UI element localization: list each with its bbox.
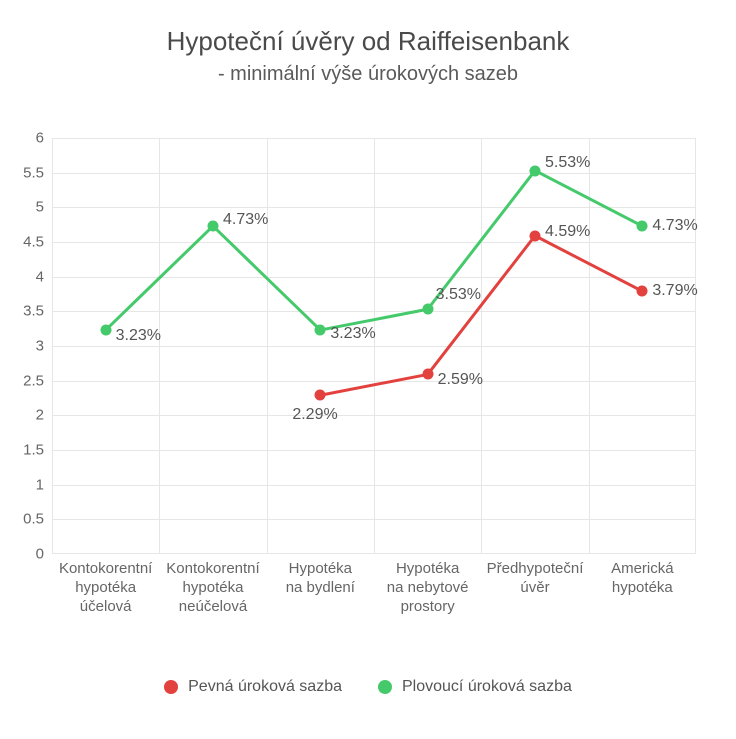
legend-swatch — [378, 680, 392, 694]
data-marker — [637, 286, 648, 297]
legend-label: Pevná úroková sazba — [188, 678, 342, 696]
legend: Pevná úroková sazba Plovoucí úroková sazb… — [0, 678, 736, 699]
chart-title: Hypoteční úvěry od Raiffeisenbank — [0, 0, 736, 57]
data-marker — [530, 165, 541, 176]
chart-subtitle: - minimální výše úrokových sazeb — [0, 57, 736, 86]
y-tick-label: 2.5 — [23, 372, 52, 389]
point-label: 3.23% — [116, 327, 161, 345]
point-label: 3.79% — [652, 282, 697, 300]
data-marker — [100, 325, 111, 336]
x-tick-label: Hypotékana bydlení — [265, 554, 375, 598]
point-label: 5.53% — [545, 154, 590, 172]
x-tick-label: Předhypotečníúvěr — [480, 554, 590, 598]
y-tick-label: 4 — [36, 268, 52, 285]
data-marker — [422, 304, 433, 315]
x-tick-label: Kontokorentníhypotékaúčelová — [51, 554, 161, 616]
legend-swatch — [164, 680, 178, 694]
data-marker — [637, 221, 648, 232]
x-tick-label: Americkáhypotéka — [587, 554, 697, 598]
data-marker — [315, 390, 326, 401]
y-tick-label: 0.5 — [23, 511, 52, 528]
chart-container: Hypoteční úvěry od Raiffeisenbank - mini… — [0, 0, 736, 739]
gridline-v — [481, 138, 482, 554]
y-tick-label: 0 — [36, 546, 52, 563]
legend-item: Pevná úroková sazba — [164, 678, 342, 696]
x-tick-label: Kontokorentníhypotékaneúčelová — [158, 554, 268, 616]
point-label: 4.73% — [652, 217, 697, 235]
gridline-v — [589, 138, 590, 554]
gridline-v — [159, 138, 160, 554]
point-label: 4.59% — [545, 223, 590, 241]
y-tick-label: 3 — [36, 338, 52, 355]
gridline-v — [267, 138, 268, 554]
plot-area: 00.511.522.533.544.555.56Kontokorentníhy… — [52, 138, 696, 554]
point-label: 3.53% — [436, 286, 481, 304]
data-marker — [422, 369, 433, 380]
y-tick-label: 2 — [36, 407, 52, 424]
data-marker — [315, 325, 326, 336]
y-tick-label: 3.5 — [23, 303, 52, 320]
y-tick-label: 4.5 — [23, 234, 52, 251]
point-label: 2.59% — [438, 371, 483, 389]
point-label: 4.73% — [223, 211, 268, 229]
point-label: 3.23% — [330, 325, 375, 343]
legend-label: Plovoucí úroková sazba — [402, 678, 572, 696]
y-tick-label: 1 — [36, 476, 52, 493]
point-label: 2.29% — [292, 406, 337, 424]
x-tick-label: Hypotékana nebytovéprostory — [373, 554, 483, 616]
y-tick-label: 6 — [36, 130, 52, 147]
data-marker — [530, 230, 541, 241]
data-marker — [208, 221, 219, 232]
gridline-v — [374, 138, 375, 554]
legend-item: Plovoucí úroková sazba — [378, 678, 572, 696]
y-tick-label: 5 — [36, 199, 52, 216]
y-tick-label: 1.5 — [23, 442, 52, 459]
y-tick-label: 5.5 — [23, 164, 52, 181]
